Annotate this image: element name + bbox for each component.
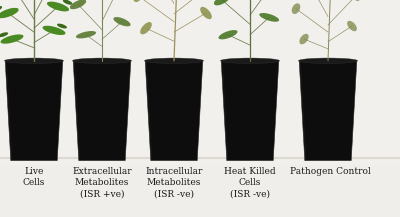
Ellipse shape	[63, 0, 72, 5]
Ellipse shape	[42, 26, 66, 35]
Ellipse shape	[47, 2, 69, 12]
Ellipse shape	[292, 3, 300, 14]
Ellipse shape	[70, 0, 86, 9]
Text: Live
Cells: Live Cells	[23, 167, 45, 187]
Bar	[0, 0, 400, 165]
Ellipse shape	[299, 34, 309, 44]
Ellipse shape	[140, 22, 152, 34]
Text: Heat Killed
Cells
(ISR -ve): Heat Killed Cells (ISR -ve)	[224, 167, 276, 198]
Text: Extracellular
Metabolites
(ISR +ve): Extracellular Metabolites (ISR +ve)	[72, 167, 132, 198]
Ellipse shape	[200, 7, 212, 19]
Text: Intracellular
Metabolites
(ISR -ve): Intracellular Metabolites (ISR -ve)	[145, 167, 203, 198]
Text: Pathogen Control: Pathogen Control	[290, 167, 370, 176]
Ellipse shape	[352, 0, 360, 1]
Ellipse shape	[0, 8, 19, 18]
Ellipse shape	[259, 13, 279, 22]
Ellipse shape	[57, 24, 67, 28]
Polygon shape	[145, 61, 203, 161]
Ellipse shape	[0, 6, 2, 11]
Ellipse shape	[298, 58, 358, 64]
Ellipse shape	[214, 0, 230, 5]
Polygon shape	[299, 61, 357, 161]
Ellipse shape	[347, 21, 357, 31]
Ellipse shape	[0, 32, 8, 37]
Ellipse shape	[76, 31, 96, 38]
Ellipse shape	[4, 58, 64, 64]
Ellipse shape	[113, 17, 131, 26]
Ellipse shape	[220, 58, 280, 64]
Ellipse shape	[133, 0, 143, 2]
Ellipse shape	[72, 58, 132, 64]
Ellipse shape	[0, 35, 24, 44]
Ellipse shape	[218, 30, 238, 39]
Polygon shape	[73, 61, 131, 161]
Ellipse shape	[144, 58, 204, 64]
Polygon shape	[221, 61, 279, 161]
Polygon shape	[5, 61, 63, 161]
